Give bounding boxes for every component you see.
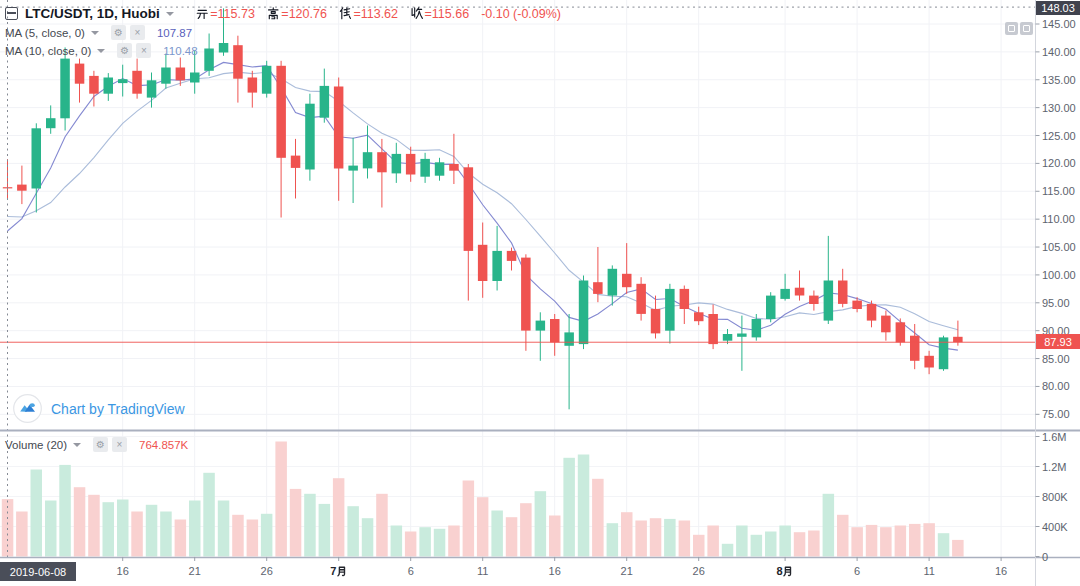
crosshair-date-badge: 2019-06-08 — [0, 562, 76, 581]
price-axis-label: 140.00 — [1042, 46, 1076, 58]
time-axis-label: 16 — [995, 565, 1007, 577]
ohlc-values: =115.73 =120.76 =113.62 =115.66 — [196, 7, 469, 21]
volume-value: 764.857K — [139, 439, 188, 451]
pane-button-down-icon[interactable] — [1020, 22, 1033, 35]
symbol-title[interactable]: LTC/USDT, 1D, Huobi — [25, 6, 160, 21]
time-axis-label: 16 — [117, 565, 129, 577]
gear-icon[interactable]: ⚙ — [117, 43, 132, 58]
ohlc-label — [267, 7, 280, 21]
gear-icon[interactable]: ⚙ — [111, 25, 126, 40]
price-axis-label: 120.00 — [1042, 157, 1076, 169]
indicator-row-volume[interactable]: Volume (20) ⚙ × 764.857K — [5, 437, 188, 452]
price-axis-label: 130.00 — [1042, 102, 1076, 114]
price-axis-label: 85.00 — [1042, 353, 1070, 365]
tradingview-logo-icon — [13, 394, 42, 423]
price-axis-label: 110.00 — [1042, 213, 1075, 225]
tradingview-watermark[interactable]: Chart by TradingView — [13, 394, 185, 423]
gear-icon[interactable]: ⚙ — [93, 437, 108, 452]
change-value: -0.10 (-0.09%) — [481, 7, 561, 21]
close-icon[interactable]: × — [112, 437, 127, 452]
time-axis-label: 26 — [693, 565, 705, 577]
volume-axis-label: 1.6M — [1042, 431, 1066, 443]
ohlc-label — [196, 7, 209, 21]
chevron-down-icon[interactable] — [97, 49, 105, 53]
time-axis-label: 6 — [408, 565, 414, 577]
price-axis-label: 105.00 — [1042, 241, 1076, 253]
ohlc-value: =115.66 — [425, 7, 470, 21]
volume-axis-label: 1.2M — [1042, 461, 1066, 473]
ma5-label: MA (5, close, 0) — [5, 27, 85, 39]
symbol-icon — [5, 7, 18, 20]
close-icon[interactable]: × — [130, 25, 145, 40]
ohlc-value: =113.62 — [353, 7, 398, 21]
crosshair-price-badge: 148.03 — [1036, 1, 1080, 15]
price-axis-label: 100.00 — [1042, 269, 1076, 281]
chevron-down-icon[interactable] — [166, 12, 174, 16]
time-axis-label: 21 — [189, 565, 201, 577]
time-axis-label: 21 — [621, 565, 633, 577]
price-axis-label: 75.00 — [1042, 408, 1070, 420]
ohlc-value: =120.76 — [281, 7, 327, 21]
trading-chart: LTC/USDT, 1D, Huobi =115.73 =120.76 =113.6… — [0, 0, 1080, 586]
ohlc-label — [410, 7, 423, 21]
time-axis-label: 11 — [923, 565, 934, 577]
ma10-value: 110.48 — [163, 45, 197, 57]
indicator-row-ma10[interactable]: MA (10, close, 0) ⚙ × 110.48 — [5, 43, 198, 58]
price-axis-label: 135.00 — [1042, 74, 1076, 86]
close-icon[interactable]: × — [136, 43, 151, 58]
chart-plot-area[interactable] — [0, 0, 1080, 586]
price-axis-label: 80.00 — [1042, 380, 1070, 392]
time-axis-label: 26 — [261, 565, 273, 577]
time-axis-label: 6 — [854, 565, 860, 577]
symbol-header[interactable]: LTC/USDT, 1D, Huobi =115.73 =120.76 =113.6… — [5, 6, 561, 21]
volume-label: Volume (20) — [5, 439, 67, 451]
time-axis-label: 11 — [477, 565, 488, 577]
volume-axis-label: 400K — [1042, 521, 1068, 533]
ma5-value: 107.87 — [157, 27, 192, 39]
volume-axis-label: 800K — [1042, 491, 1068, 503]
price-axis-label: 145.00 — [1042, 18, 1076, 30]
ma10-label: MA (10, close, 0) — [5, 45, 91, 57]
time-axis-label: 7 — [330, 565, 347, 577]
last-price-badge: 87.93 — [1036, 334, 1080, 349]
time-axis-label: 8 — [777, 565, 794, 577]
price-axis-label: 125.00 — [1042, 130, 1076, 142]
volume-axis-label: 0 — [1042, 551, 1048, 563]
ohlc-label — [339, 7, 352, 21]
chevron-down-icon[interactable] — [91, 31, 99, 35]
watermark-text: Chart by TradingView — [51, 401, 185, 417]
indicator-row-ma5[interactable]: MA (5, close, 0) ⚙ × 107.87 — [5, 25, 192, 40]
ohlc-value: =115.73 — [210, 7, 255, 21]
pane-button-up-icon[interactable] — [1005, 22, 1018, 35]
price-axis-label: 115.00 — [1042, 185, 1075, 197]
price-axis-label: 95.00 — [1042, 297, 1070, 309]
chevron-down-icon[interactable] — [73, 443, 81, 447]
time-axis-label: 16 — [549, 565, 561, 577]
